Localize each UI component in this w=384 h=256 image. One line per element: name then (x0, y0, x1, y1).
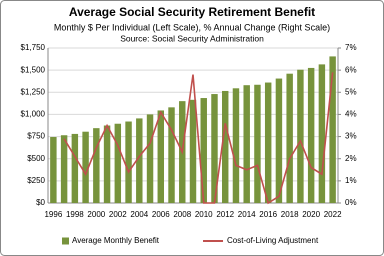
bar (211, 94, 218, 203)
bar (114, 123, 122, 203)
bar (307, 67, 315, 203)
bar (222, 90, 229, 203)
y2-tick-label: 3% (345, 132, 357, 141)
bar (71, 133, 79, 203)
x-tick-label: 1996 (44, 210, 62, 219)
x-tick-label: 2002 (109, 210, 127, 219)
bar (157, 110, 164, 203)
y2-tick-label: 2% (345, 154, 357, 163)
legend-label: Average Monthly Benefit (72, 236, 160, 245)
x-tick-label: 2022 (324, 210, 342, 219)
bar (168, 107, 175, 203)
bar (60, 135, 68, 203)
bar (297, 69, 304, 203)
bar (232, 88, 240, 203)
y-tick-label: $1,250 (21, 87, 46, 96)
bar (200, 98, 207, 203)
y-tick-label: $500 (27, 154, 45, 163)
x-tick-label: 2018 (281, 210, 299, 219)
y-tick-label: $750 (27, 132, 45, 141)
chart-title: Average Social Security Retirement Benef… (69, 5, 315, 19)
bar (146, 114, 154, 203)
y-tick-label: $250 (27, 176, 45, 185)
x-tick-label: 2010 (195, 210, 213, 219)
bar (189, 99, 197, 203)
x-tick-label: 1998 (66, 210, 84, 219)
y2-tick-label: 5% (345, 87, 357, 96)
bar (264, 82, 272, 203)
y2-tick-label: 4% (345, 110, 357, 119)
bar (82, 131, 89, 203)
chart-subtitle: Monthly $ Per Individual (Left Scale), %… (54, 22, 330, 32)
bar (136, 118, 143, 203)
x-tick-label: 2020 (302, 210, 320, 219)
bar (93, 128, 100, 203)
bar (50, 137, 57, 203)
bar (318, 64, 326, 203)
y2-tick-label: 1% (345, 176, 357, 185)
x-tick-label: 2012 (216, 210, 234, 219)
bar (243, 85, 250, 203)
x-tick-label: 2004 (130, 210, 148, 219)
bar (125, 121, 132, 203)
y-tick-label: $0 (36, 198, 45, 207)
x-tick-label: 2006 (152, 210, 170, 219)
y2-tick-label: 0% (345, 198, 357, 207)
y-tick-label: $1,500 (21, 65, 46, 74)
bar (254, 84, 261, 203)
bar (275, 78, 283, 203)
y-tick-label: $1,000 (21, 110, 46, 119)
line (63, 72, 334, 205)
legend-swatch (62, 237, 69, 245)
bar (329, 56, 336, 203)
bar (103, 125, 111, 203)
y2-tick-label: 6% (345, 65, 357, 74)
x-tick-label: 2016 (259, 210, 277, 219)
y2-tick-label: 7% (345, 43, 357, 52)
x-tick-label: 2000 (87, 210, 105, 219)
y-tick-label: $1,750 (21, 43, 46, 52)
legend-label: Cost-of-Living Adjustment (227, 236, 319, 245)
x-tick-label: 2014 (238, 210, 256, 219)
x-tick-label: 2008 (173, 210, 191, 219)
chart-subtitle: Source: Social Security Administration (120, 33, 264, 43)
bar (286, 73, 293, 203)
